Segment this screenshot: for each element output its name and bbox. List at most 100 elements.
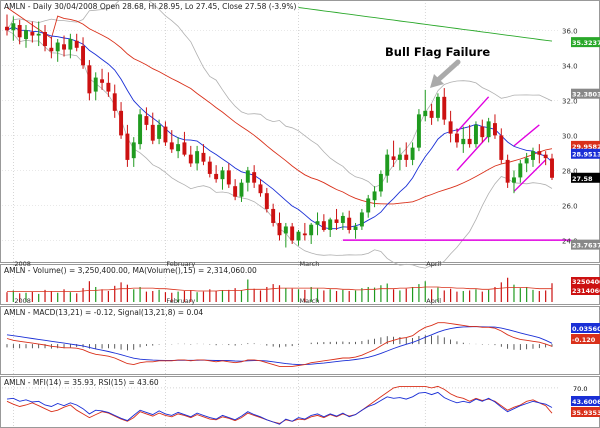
candle-body [486,121,491,138]
candle-body [5,26,9,31]
price-tick-label: 32.0 [562,97,578,105]
mfi-rsi-series [6,385,553,425]
candle-body [125,133,130,160]
macd-value-label: 0.035604 [572,325,600,333]
candle-body [169,142,174,150]
candle-body [207,161,212,174]
volume-ma-line [7,286,552,292]
price-value-flag [571,37,600,48]
candle-body [188,154,193,164]
mfi-rsi-value-label: 43.6006 [572,398,600,406]
candle-body [328,219,333,230]
candle-body [233,186,238,197]
mfi-rsi-value-label: 35.9353 [572,409,600,417]
candle-body [163,126,168,143]
candle-body [518,163,523,178]
candle-body [119,110,124,136]
candlestick-series [5,14,554,248]
candle-body [30,32,35,36]
macd-value-flag [571,334,600,344]
price-value-flag [571,148,600,159]
price-tick-label: 30.0 [562,132,578,140]
candle-body [93,77,98,92]
price-value-label: 35.3237 [572,39,600,47]
price-value-flag [571,140,600,151]
mfi-rsi-value-flag [571,396,600,406]
volume-panel-title: AMLN - Volume() = 3,250,400.00, MA(Volum… [4,266,257,275]
candle-body [378,173,383,192]
mfi-rsi-panel-title: AMLN - MFI(14) = 35.93, RSI(15) = 43.60 [4,378,159,387]
candle-body [429,110,434,118]
candle-body [36,33,41,36]
candle-body [49,47,54,52]
axis-labels: 24.0 26.0 28.0 30.0 32.0 34.0 36.0 2008 2008 Febr… [14,27,600,417]
candle-body [277,222,282,236]
candle-body [258,184,263,194]
candle-body [24,30,28,40]
candle-body [347,217,352,230]
candle-body [359,212,364,227]
price-value-label: 28.9513 [572,151,600,159]
volume-value-label: 3250400 [572,278,600,286]
mfi-tick-label: 70.0 [573,385,587,393]
candle-body [309,224,314,236]
price-value-label: 29.9582 [572,143,600,151]
candle-body [245,170,250,183]
candle-body [442,96,447,120]
candle-body [195,151,200,164]
candle-body [391,156,396,160]
price-tick-label: 36.0 [562,27,578,35]
annotation-arrow [430,59,461,88]
candle-body [220,170,225,180]
volume-value-flag [571,277,600,286]
candle-body [524,158,529,164]
candle-body [157,124,162,139]
candle-body [214,173,219,180]
candle-body [62,44,66,50]
candle-body [283,226,288,234]
candle-body [435,96,440,118]
macd-series [6,322,553,367]
candle-body [512,177,516,183]
price-tick-label: 28.0 [562,167,578,175]
price-value-label: 32.3803 [572,91,600,99]
candle-body [321,221,326,230]
price-value-label: 23.7637 [572,242,600,250]
candle-body [131,142,136,159]
candle-body [473,124,478,145]
flag-channel-line [513,159,547,192]
candle-body [106,82,111,92]
candle-body [17,25,22,38]
candle-body [315,221,320,225]
volume-x-label: March [300,297,320,305]
candle-body [543,154,548,159]
price-tick-label: 34.0 [562,62,578,70]
candle-body [493,123,497,136]
price-x-label: February [166,260,195,268]
volume-x-label: February [166,297,195,305]
macd-panel-title: AMLN - MACD(13,21) = -0.12, Signal(13,21… [4,308,203,317]
volume-series [6,277,553,302]
candle-body [144,116,149,125]
upper-band-line [6,0,553,188]
price-panel-title: AMLN - Daily 30/04/2008 Open 28.68, Hi 2… [4,2,296,11]
candle-body [505,159,510,183]
price-tick-label: 24.0 [562,237,578,245]
macd-line [6,322,553,367]
candle-body [55,42,60,52]
candle-body [385,154,390,176]
candle-body [43,32,47,47]
candle-body [537,151,542,155]
volume-value-flag [571,286,600,295]
candle-body [454,133,459,143]
signal-line [6,326,553,366]
candle-body [410,147,415,160]
candle-body [480,126,485,138]
candle-body [461,138,466,145]
price-value-label: 27.58 [572,175,593,183]
candle-body [340,215,345,223]
flag-channel-line [456,134,490,171]
candle-body [296,231,301,241]
price-value-flag [571,172,600,183]
price-value-flag [571,88,600,99]
